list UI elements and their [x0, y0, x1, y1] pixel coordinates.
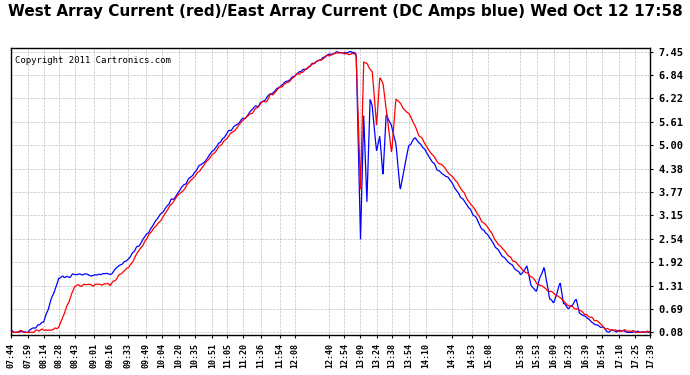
Text: West Array Current (red)/East Array Current (DC Amps blue) Wed Oct 12 17:58: West Array Current (red)/East Array Curr… — [8, 4, 682, 19]
Text: Copyright 2011 Cartronics.com: Copyright 2011 Cartronics.com — [14, 57, 170, 66]
